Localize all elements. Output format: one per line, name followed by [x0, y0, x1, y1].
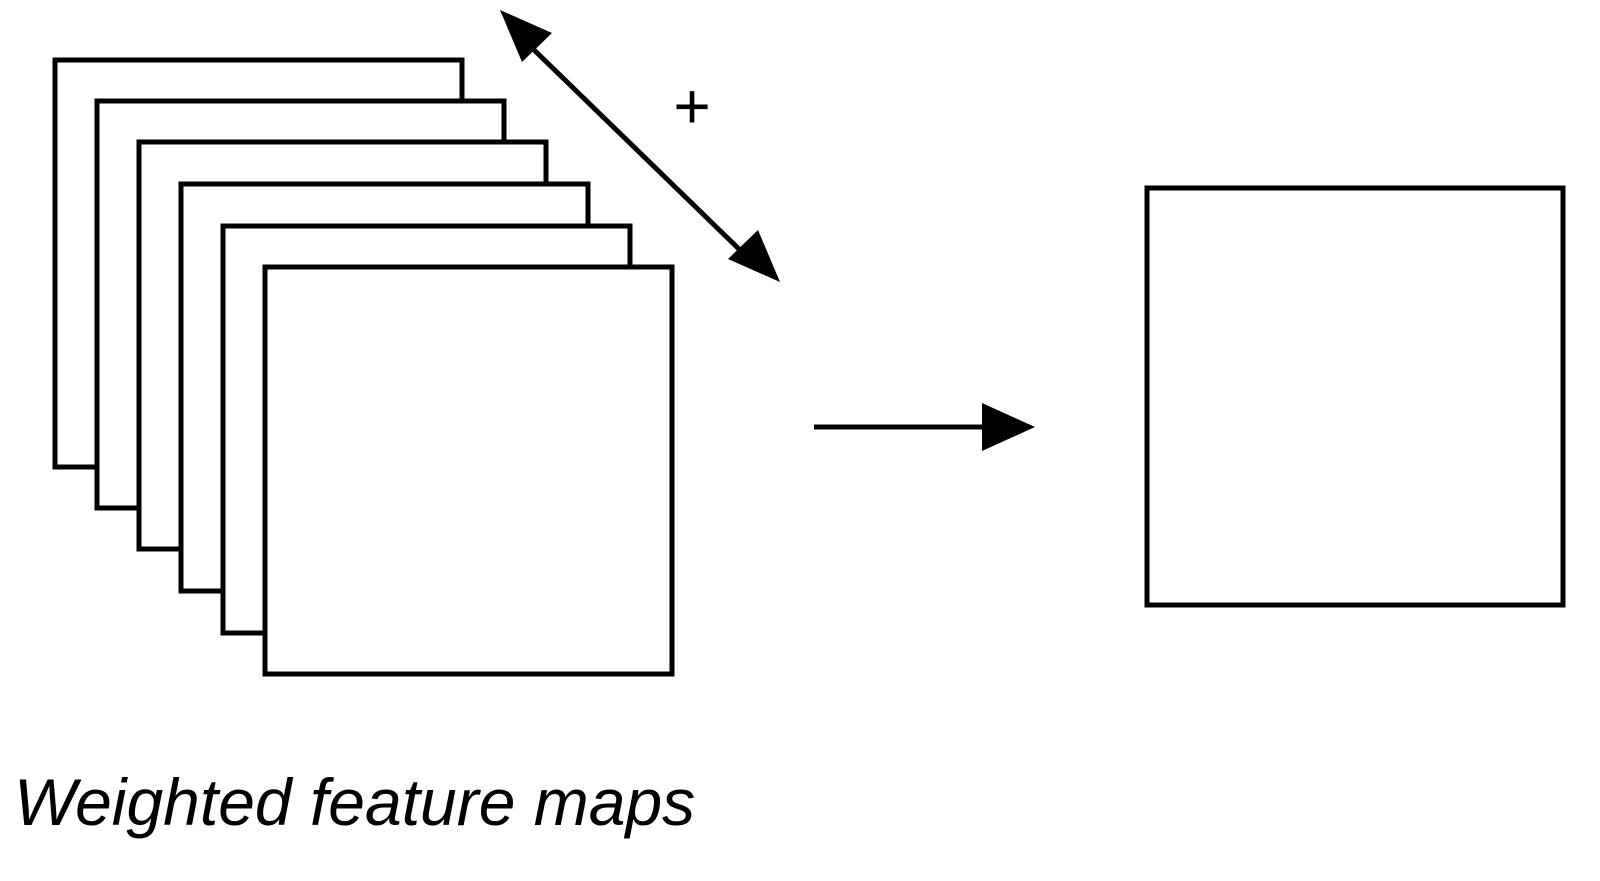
- output-map: [1144, 185, 1566, 608]
- output-arrow-head: [982, 403, 1035, 451]
- sum-arrow-head-top: [500, 10, 552, 62]
- output-arrow: [814, 403, 1035, 451]
- caption: Weighted feature maps: [14, 765, 696, 839]
- sum-axis-arrow: [500, 10, 780, 282]
- sum-symbol: +: [673, 70, 710, 142]
- feature-map-6: [262, 264, 675, 677]
- sum-arrow-head-bottom: [728, 230, 780, 282]
- feature-map-stack: [52, 57, 675, 677]
